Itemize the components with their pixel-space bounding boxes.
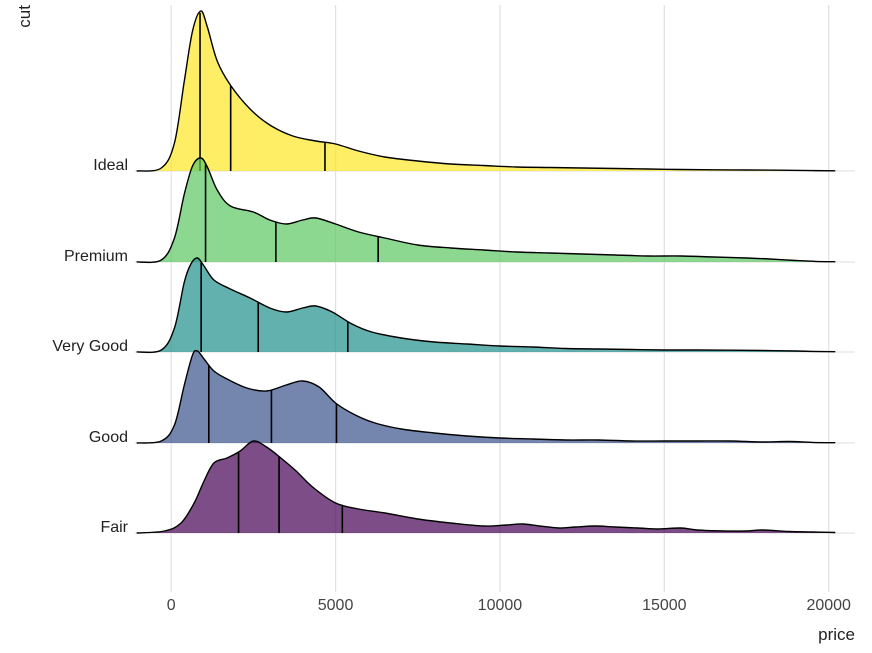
ridge-outline-good bbox=[136, 349, 836, 444]
x-tick-label: 5000 bbox=[318, 597, 354, 614]
ridge-fill-fair bbox=[136, 440, 836, 533]
ridge-fill-ideal bbox=[136, 10, 836, 172]
ridge-ideal bbox=[136, 10, 836, 172]
x-tick-label: 0 bbox=[167, 597, 176, 614]
y-tick-label: Ideal bbox=[93, 157, 128, 174]
x-tick-label: 20000 bbox=[806, 597, 851, 614]
ridge-premium bbox=[136, 157, 836, 264]
y-tick-labels: Fair Good Very Good Premium Ideal bbox=[52, 157, 128, 536]
ridge-outline-ideal bbox=[136, 10, 836, 172]
vertical-gridlines bbox=[170, 5, 830, 592]
ridge-outline-premium bbox=[136, 157, 836, 264]
x-tick-labels: 0 5000 10000 15000 20000 bbox=[167, 597, 851, 614]
y-tick-label: Very Good bbox=[52, 338, 128, 355]
y-axis-title: cut bbox=[15, 5, 34, 28]
ridge-fair bbox=[136, 440, 836, 534]
ridge-fill-very-good bbox=[136, 257, 836, 353]
density-ridges bbox=[136, 10, 836, 534]
x-axis-title: price bbox=[818, 625, 855, 644]
ridge-good bbox=[136, 349, 836, 444]
ridge-outline-very-good bbox=[136, 257, 836, 354]
x-tick-label: 15000 bbox=[642, 597, 687, 614]
ridge-outline-fair bbox=[136, 440, 836, 534]
y-tick-label: Fair bbox=[100, 519, 128, 536]
y-tick-label: Good bbox=[89, 429, 128, 446]
x-tick-label: 10000 bbox=[478, 597, 523, 614]
y-tick-label: Premium bbox=[64, 248, 128, 265]
ridge-fill-premium bbox=[136, 157, 836, 263]
ridge-very-good bbox=[136, 257, 836, 354]
ridge-fill-good bbox=[136, 350, 836, 444]
